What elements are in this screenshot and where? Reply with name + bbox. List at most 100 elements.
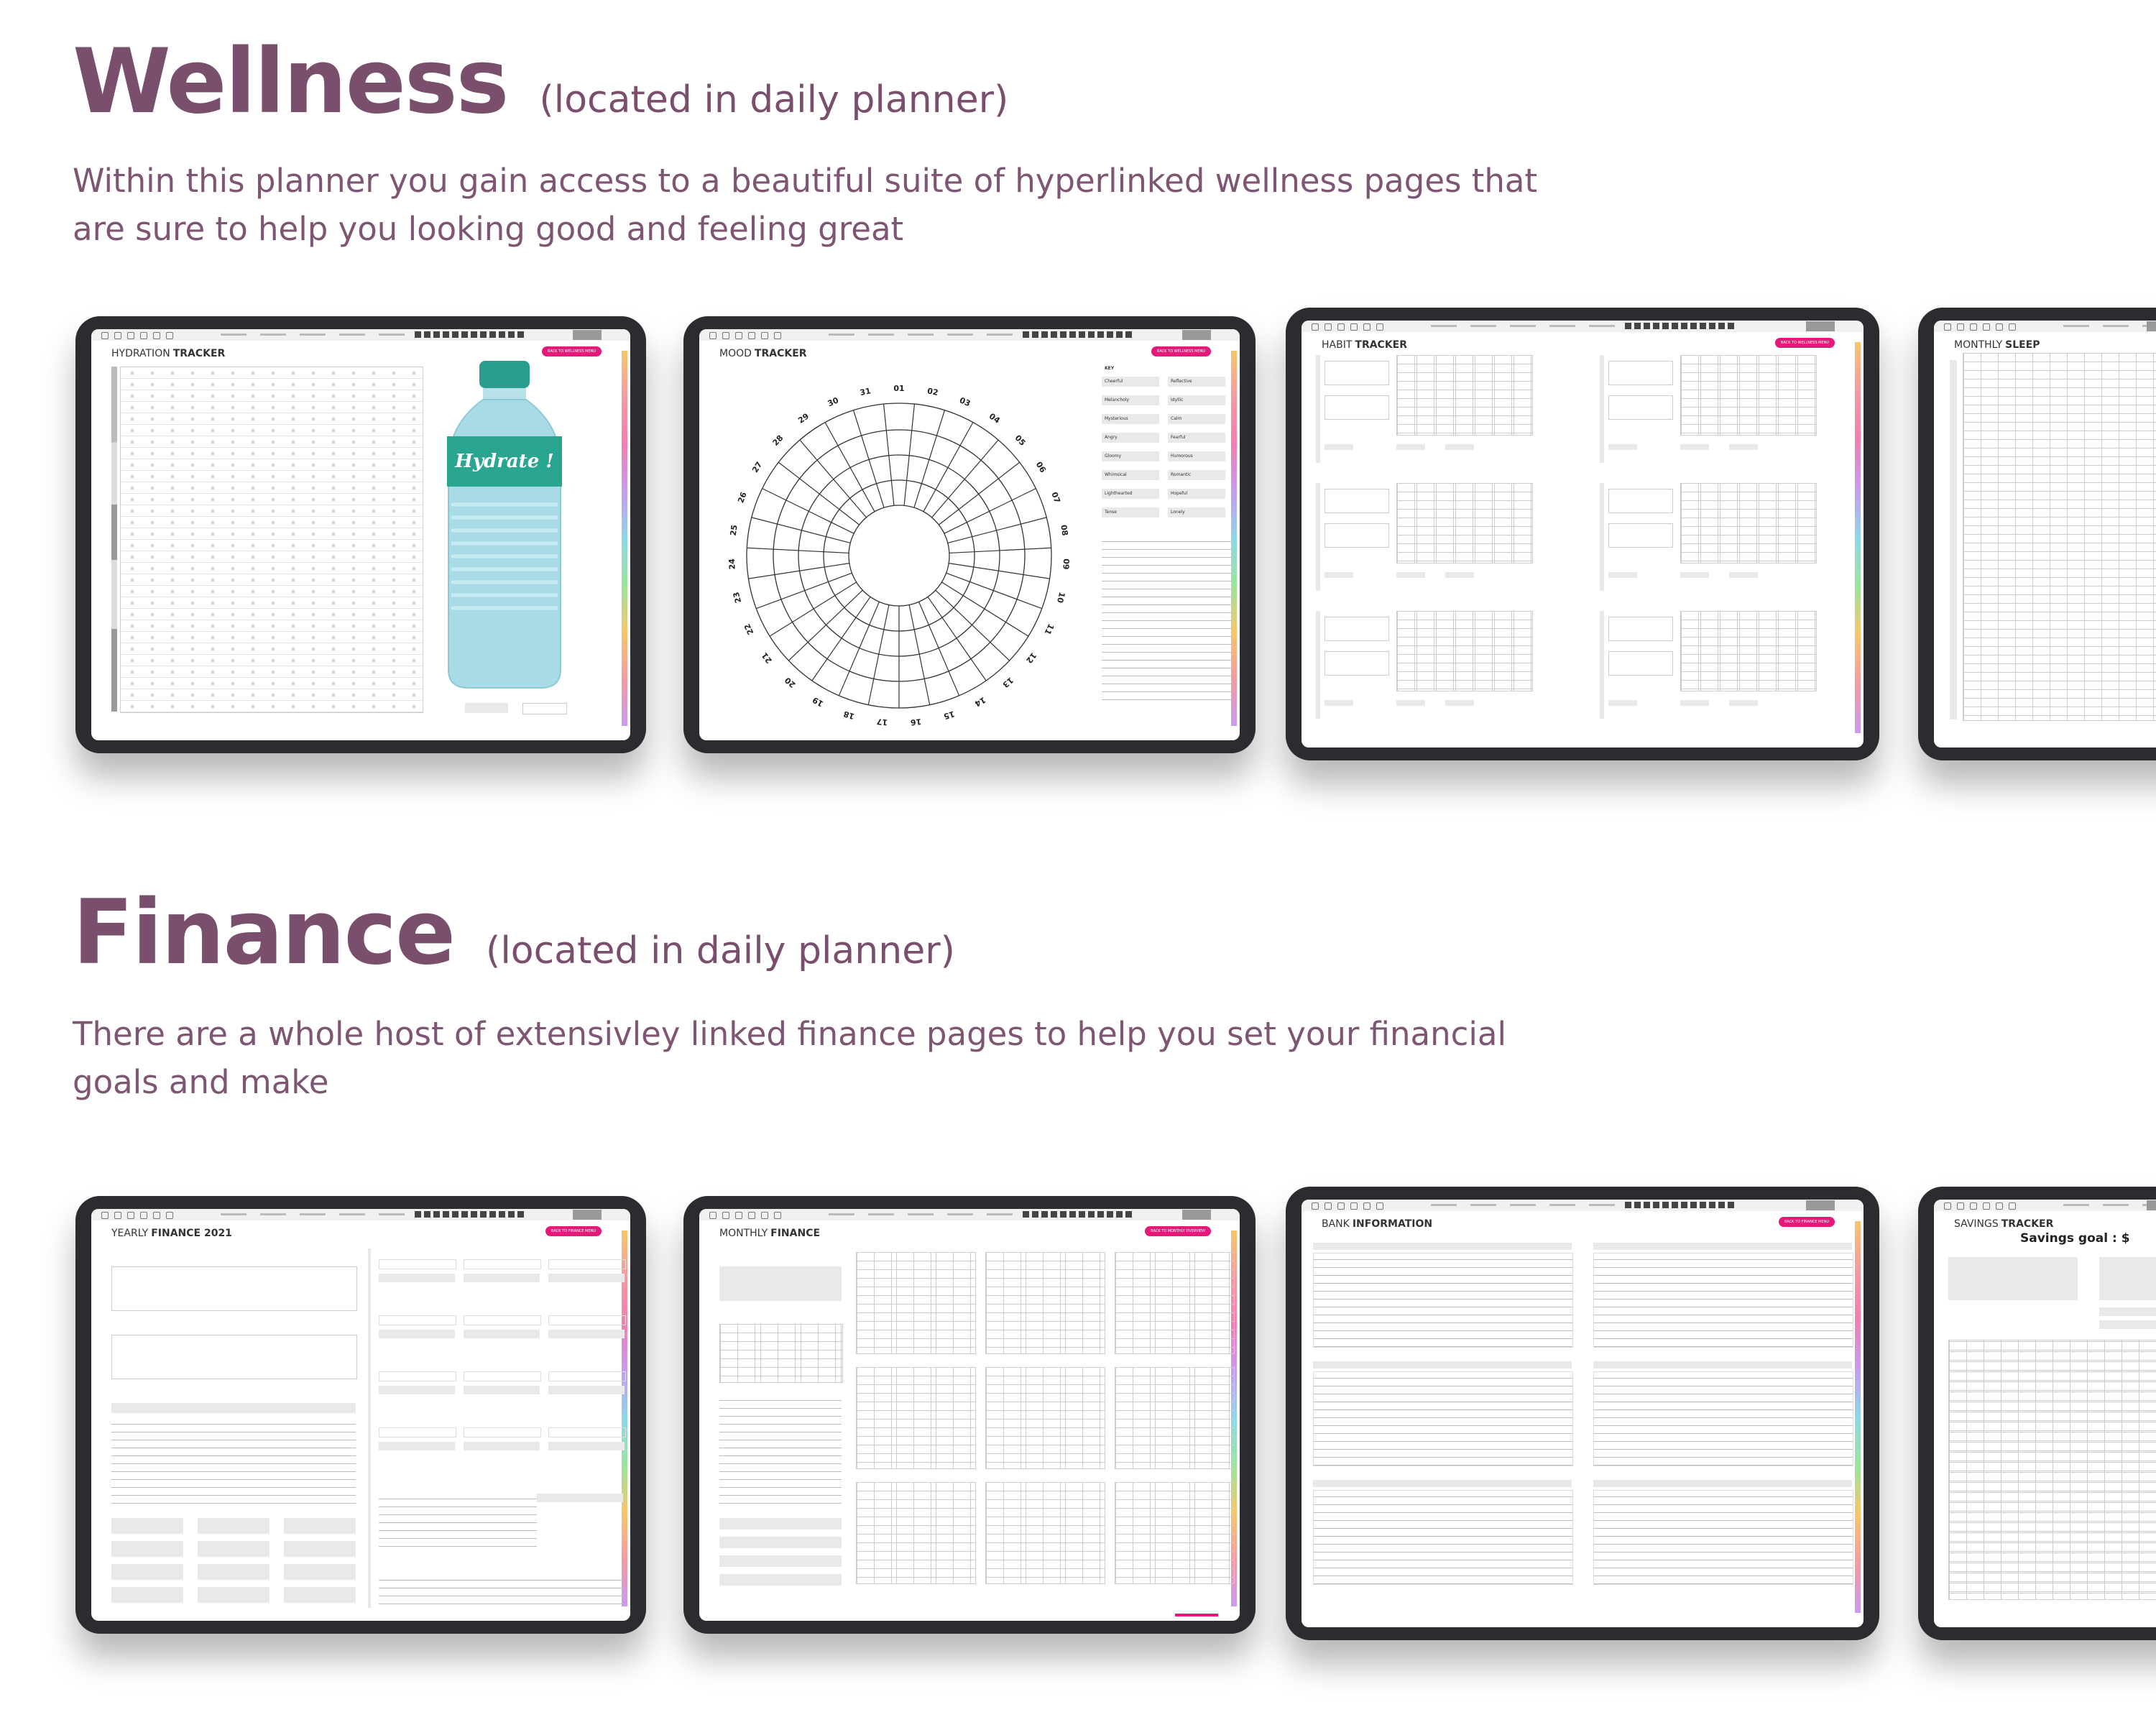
side-tabs bbox=[622, 351, 627, 726]
icon bbox=[1337, 1202, 1345, 1210]
key-word: Melancholy bbox=[1102, 395, 1159, 405]
back-button[interactable]: BACK TO WELLNESS MENU bbox=[1774, 338, 1835, 348]
wheel-spoke bbox=[747, 547, 849, 554]
month-btn bbox=[111, 1587, 183, 1603]
month-btn bbox=[284, 1587, 356, 1603]
cell bbox=[464, 1274, 540, 1282]
wheel-spoke bbox=[949, 563, 1050, 579]
icon bbox=[153, 1212, 160, 1219]
icon bbox=[140, 332, 147, 339]
wheel-spoke bbox=[947, 517, 1047, 544]
month-tab bbox=[1051, 331, 1057, 338]
icon bbox=[1325, 1202, 1332, 1210]
title-bold: FINANCE 2021 bbox=[151, 1228, 232, 1239]
icon bbox=[140, 1212, 147, 1219]
wheel-label: 10 bbox=[1055, 591, 1067, 604]
info-form bbox=[1593, 1253, 1853, 1348]
month-tab bbox=[1718, 323, 1725, 329]
nav-tab bbox=[221, 1213, 247, 1215]
nav-tab bbox=[1589, 1204, 1615, 1206]
wheel-spoke bbox=[931, 439, 999, 518]
divider bbox=[368, 1248, 371, 1608]
habit-box bbox=[1608, 361, 1673, 385]
description: Within this planner you gain access to a… bbox=[73, 157, 1537, 253]
water-grid bbox=[120, 367, 423, 713]
icon bbox=[1312, 1202, 1319, 1210]
wheel-label: 16 bbox=[910, 717, 922, 727]
wheel-label: 20 bbox=[783, 675, 797, 689]
habit-side bbox=[1600, 483, 1604, 591]
month-tab bbox=[1690, 1202, 1697, 1208]
month-btn bbox=[111, 1564, 183, 1580]
icon bbox=[101, 332, 109, 339]
year-tab bbox=[1806, 321, 1835, 331]
tab-bar bbox=[1302, 1200, 1864, 1211]
month-tab bbox=[1088, 1211, 1095, 1218]
icon bbox=[1996, 323, 2003, 331]
title-light: YEARLY bbox=[111, 1228, 149, 1239]
month-tab bbox=[1069, 1211, 1076, 1218]
key-word: Lighthearted bbox=[1102, 489, 1159, 499]
icon bbox=[127, 332, 134, 339]
back-button[interactable]: BACK TO WELLNESS MENU bbox=[1151, 346, 1211, 356]
side-tabs bbox=[1231, 351, 1237, 726]
month-tab bbox=[452, 331, 459, 338]
perf bbox=[379, 1496, 537, 1547]
btn bbox=[1680, 700, 1709, 706]
page-title: BANK INFORMATION bbox=[1322, 1218, 1432, 1230]
screen: MONTHLY SLEEP bbox=[1934, 321, 2156, 748]
back-button[interactable]: BACK TO MONTHLY OVERVIEW bbox=[1145, 1226, 1211, 1236]
month-tab bbox=[1634, 323, 1641, 329]
btn bbox=[1608, 572, 1637, 578]
back-button[interactable]: BACK TO FINANCE MENU bbox=[1778, 1217, 1835, 1227]
month-tab bbox=[1051, 1211, 1057, 1218]
month-tab bbox=[1700, 1202, 1706, 1208]
btn bbox=[1325, 572, 1353, 578]
nav-tab bbox=[379, 1213, 405, 1215]
budget-table bbox=[985, 1252, 1105, 1354]
budget-table bbox=[1115, 1252, 1235, 1354]
screen: MOOD TRACKER BACK TO WELLNESS MENU 01 02 03 04… bbox=[699, 329, 1240, 740]
back-button[interactable]: BACK TO FINANCE MENU bbox=[545, 1226, 602, 1236]
cell bbox=[548, 1315, 626, 1325]
cell bbox=[548, 1274, 625, 1282]
nav-tab bbox=[2103, 1204, 2129, 1206]
cell bbox=[548, 1259, 626, 1269]
nav-tab bbox=[2063, 325, 2089, 327]
wheel-label: 28 bbox=[770, 433, 785, 448]
key-title: KEY bbox=[1105, 366, 1115, 371]
nav-tab bbox=[1431, 325, 1457, 327]
cell bbox=[464, 1371, 541, 1381]
nav-tab bbox=[1510, 325, 1536, 327]
screen: SAVINGS TRACKER Savings goal : $ bbox=[1934, 1200, 2156, 1627]
wheel-label: 30 bbox=[826, 395, 841, 408]
month-tab bbox=[1709, 1202, 1715, 1208]
nav-tab bbox=[868, 334, 894, 336]
why-box bbox=[111, 1335, 357, 1379]
nav-tab bbox=[379, 334, 405, 336]
month-tab bbox=[443, 1211, 449, 1218]
key-word: Angry bbox=[1102, 433, 1159, 443]
box bbox=[1948, 1257, 2078, 1300]
month-tab bbox=[1107, 331, 1113, 338]
mood-wheel: 01 02 03 04 05 06 07 08 09 10 11 12 13 14 15 16 17 18 19 20… bbox=[727, 384, 1071, 727]
month-btn bbox=[284, 1541, 356, 1557]
back-button[interactable]: BACK TO WELLNESS MENU bbox=[541, 346, 602, 356]
habit-box bbox=[1325, 489, 1389, 513]
info-h bbox=[1593, 1361, 1852, 1368]
calendar bbox=[1680, 355, 1817, 436]
icon bbox=[1983, 323, 1990, 331]
month-tab bbox=[1125, 1211, 1132, 1218]
title-light: SAVINGS bbox=[1954, 1218, 1999, 1230]
info-form bbox=[1313, 1490, 1573, 1585]
month-tab bbox=[424, 1211, 430, 1218]
icon bbox=[114, 1212, 121, 1219]
benefit-box bbox=[1325, 651, 1389, 676]
btn bbox=[1325, 444, 1353, 450]
month-tab bbox=[415, 1211, 421, 1218]
month-tab bbox=[499, 1211, 505, 1218]
overview bbox=[719, 1537, 842, 1548]
wheel-spoke bbox=[923, 422, 974, 512]
month-tab bbox=[1079, 331, 1085, 338]
icon bbox=[1944, 323, 1951, 331]
